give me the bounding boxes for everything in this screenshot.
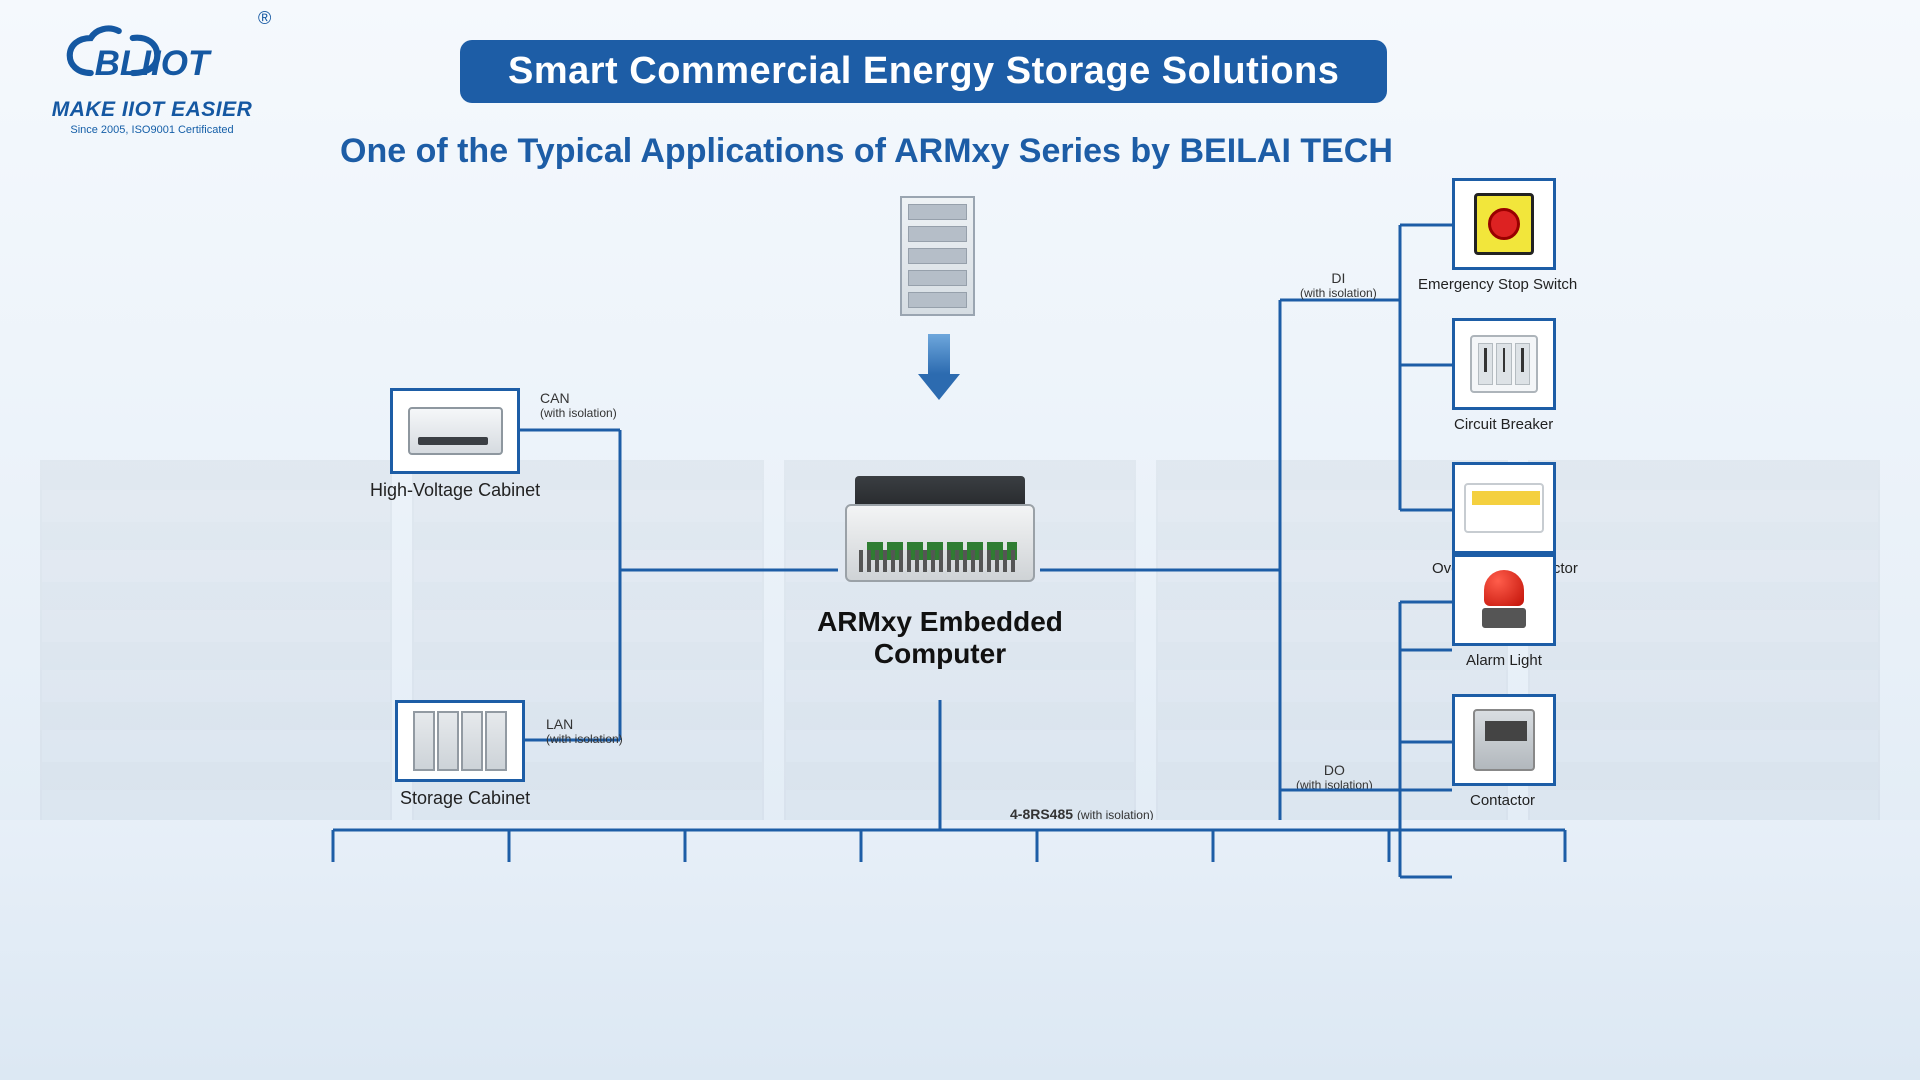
- label-alarm-light: Alarm Light: [1466, 652, 1542, 669]
- node-meter: [625, 862, 745, 958]
- top-storage-rack: [900, 196, 975, 316]
- svg-text:BLIIOT: BLIIOT: [95, 44, 212, 83]
- arrow-down-icon: [918, 334, 960, 400]
- node-storage-cabinet: [395, 700, 525, 782]
- label-pcs: PCS: [318, 964, 349, 981]
- armxy-label: ARMxy Embedded Computer: [790, 606, 1090, 670]
- logo-cert: Since 2005, ISO9001 Certificated: [22, 124, 282, 136]
- th-line1: Temperature: [823, 964, 907, 981]
- label-cooling: Cooling Liquid: [1166, 964, 1261, 981]
- armxy-device: [845, 476, 1035, 586]
- rs485-text: 4-8RS485: [1010, 806, 1073, 822]
- node-alarm-light: [1452, 554, 1556, 646]
- node-cooling: [1153, 862, 1273, 958]
- do-sub: (with isolation): [1296, 778, 1373, 792]
- label-contactor: Contactor: [1470, 792, 1535, 809]
- node-emergency-stop: [1452, 178, 1556, 270]
- can-text: CAN: [540, 390, 570, 406]
- armxy-label-line1: ARMxy Embedded: [817, 606, 1063, 637]
- label-di: DI (with isolation): [1300, 270, 1377, 300]
- label-lan: LAN (with isolation): [546, 716, 623, 746]
- node-pcs: [273, 862, 393, 958]
- label-dehumidifier: Dehumidifier: [996, 964, 1080, 981]
- label-circuit-breaker: Circuit Breaker: [1454, 416, 1553, 433]
- label-emergency-stop: Emergency Stop Switch: [1418, 276, 1577, 293]
- node-smoke: [1329, 862, 1449, 958]
- label-fire: Fire Host: [1536, 964, 1597, 981]
- node-overvoltage: [1452, 462, 1556, 554]
- label-do: DO (with isolation): [1296, 762, 1373, 792]
- th-line2: and Humidity Sensor: [821, 981, 909, 1015]
- node-bms: [449, 862, 569, 958]
- label-can: CAN (with isolation): [540, 390, 617, 420]
- logo-tagline: MAKE IIOT EASIER: [22, 98, 282, 122]
- di-text: DI: [1331, 270, 1345, 286]
- label-th-sensor: Temperature and Humidity Sensor: [800, 964, 930, 1015]
- lan-text: LAN: [546, 716, 573, 732]
- label-storage-cabinet: Storage Cabinet: [400, 788, 530, 809]
- label-smoke: Smoke Sensor: [1342, 964, 1440, 981]
- label-hv-cabinet: High-Voltage Cabinet: [370, 480, 540, 501]
- title-bar: Smart Commercial Energy Storage Solution…: [460, 40, 1387, 103]
- node-circuit-breaker: [1452, 318, 1556, 410]
- registered-mark: ®: [258, 8, 271, 29]
- node-dehumidifier: [977, 862, 1097, 958]
- node-fire: [1505, 862, 1625, 958]
- node-hv-cabinet: [390, 388, 520, 474]
- node-contactor: [1452, 694, 1556, 786]
- label-rs485: 4-8RS485 (with isolation): [1010, 806, 1154, 822]
- brand-logo: BLIIOT MAKE IIOT EASIER Since 2005, ISO9…: [22, 24, 282, 136]
- armxy-label-line2: Computer: [874, 638, 1006, 669]
- label-meter: Meter: [664, 964, 702, 981]
- di-sub: (with isolation): [1300, 286, 1377, 300]
- lan-sub: (with isolation): [546, 732, 623, 746]
- label-bms: BMS: [494, 964, 527, 981]
- can-sub: (with isolation): [540, 406, 617, 420]
- do-text: DO: [1324, 762, 1345, 778]
- node-th-sensor: [801, 862, 921, 958]
- subtitle: One of the Typical Applications of ARMxy…: [340, 132, 1393, 171]
- rs485-sub: (with isolation): [1077, 808, 1154, 822]
